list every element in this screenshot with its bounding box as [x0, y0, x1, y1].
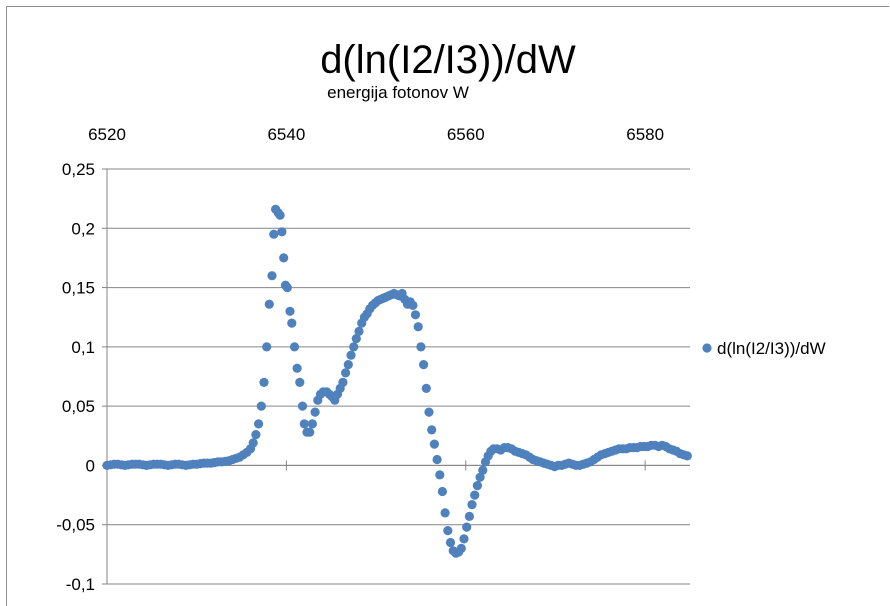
y-tick-label: 0,2	[71, 219, 95, 238]
data-point	[429, 439, 439, 449]
x-axis-label: energija fotonov W	[327, 83, 469, 102]
y-tick-label: 0,05	[62, 397, 95, 416]
y-tick-label: -0,05	[56, 516, 95, 535]
data-point	[307, 419, 317, 429]
data-point	[259, 377, 269, 387]
data-point	[475, 472, 485, 482]
x-tick-label: 6560	[447, 125, 485, 144]
data-point	[478, 465, 488, 475]
data-point	[277, 227, 287, 237]
data-point	[279, 253, 289, 263]
data-point	[472, 481, 482, 491]
data-point	[445, 537, 456, 548]
data-point	[343, 360, 353, 370]
y-tick-labels: -0,1 -0,05 0 0,05 0,1 0,15 0,2 0,25	[56, 160, 95, 594]
data-point	[410, 310, 421, 320]
chart-title: d(ln(I2/I3))/dW	[320, 38, 576, 82]
data-point	[437, 486, 447, 497]
data-point	[464, 511, 474, 521]
data-point	[351, 334, 361, 344]
x-tick-label: 6540	[267, 125, 305, 144]
data-point	[256, 401, 266, 411]
data-point	[287, 318, 297, 328]
data-point	[419, 360, 429, 370]
data-point	[295, 377, 305, 387]
data-point	[424, 407, 434, 417]
legend-marker	[702, 343, 712, 353]
data-point	[421, 383, 431, 393]
y-tick-label: 0,25	[62, 160, 95, 179]
data-point	[310, 407, 320, 417]
data-point	[459, 534, 469, 544]
data-point	[470, 490, 480, 500]
x-tick-label: 6520	[88, 125, 126, 144]
data-point	[267, 271, 277, 281]
axes	[102, 168, 690, 585]
data-point	[254, 419, 264, 429]
data-point	[269, 229, 279, 239]
data-point	[297, 401, 308, 411]
y-tick-label: -0,1	[66, 575, 95, 594]
data-point	[262, 342, 272, 352]
x-tick-labels: 6520 6540 6560 6580	[88, 125, 664, 144]
data-point	[292, 363, 302, 373]
data-point	[251, 430, 261, 440]
data-point	[467, 500, 477, 510]
data-point	[456, 543, 466, 554]
legend: d(ln(I2/I3))/dW	[702, 339, 826, 358]
data-point	[413, 322, 423, 332]
data-point	[338, 377, 348, 387]
gridlines	[107, 168, 690, 585]
y-tick-label: 0	[86, 456, 95, 475]
data-point	[408, 300, 418, 310]
y-tick-label: 0,15	[62, 279, 95, 298]
data-point	[349, 342, 359, 352]
data-point	[416, 342, 426, 352]
data-point	[440, 508, 450, 518]
y-tick-label: 0,1	[71, 338, 95, 357]
data-point	[435, 470, 445, 480]
x-tick-label: 6580	[626, 125, 664, 144]
data-point	[299, 419, 309, 429]
data-point	[341, 368, 351, 378]
data-point	[248, 438, 258, 448]
data-point	[289, 342, 300, 352]
data-point	[462, 522, 472, 532]
data-point	[354, 326, 364, 336]
data-point	[285, 306, 295, 316]
data-point	[275, 210, 285, 220]
data-point	[443, 526, 453, 536]
data-points	[102, 204, 692, 558]
data-point	[682, 451, 692, 461]
data-point	[305, 427, 315, 437]
data-point	[432, 454, 442, 465]
chart-frame	[6, 6, 889, 606]
data-point	[427, 425, 437, 435]
data-point	[282, 283, 292, 293]
data-point	[346, 350, 356, 360]
data-point	[264, 299, 274, 309]
legend-label: d(ln(I2/I3))/dW	[717, 339, 826, 358]
